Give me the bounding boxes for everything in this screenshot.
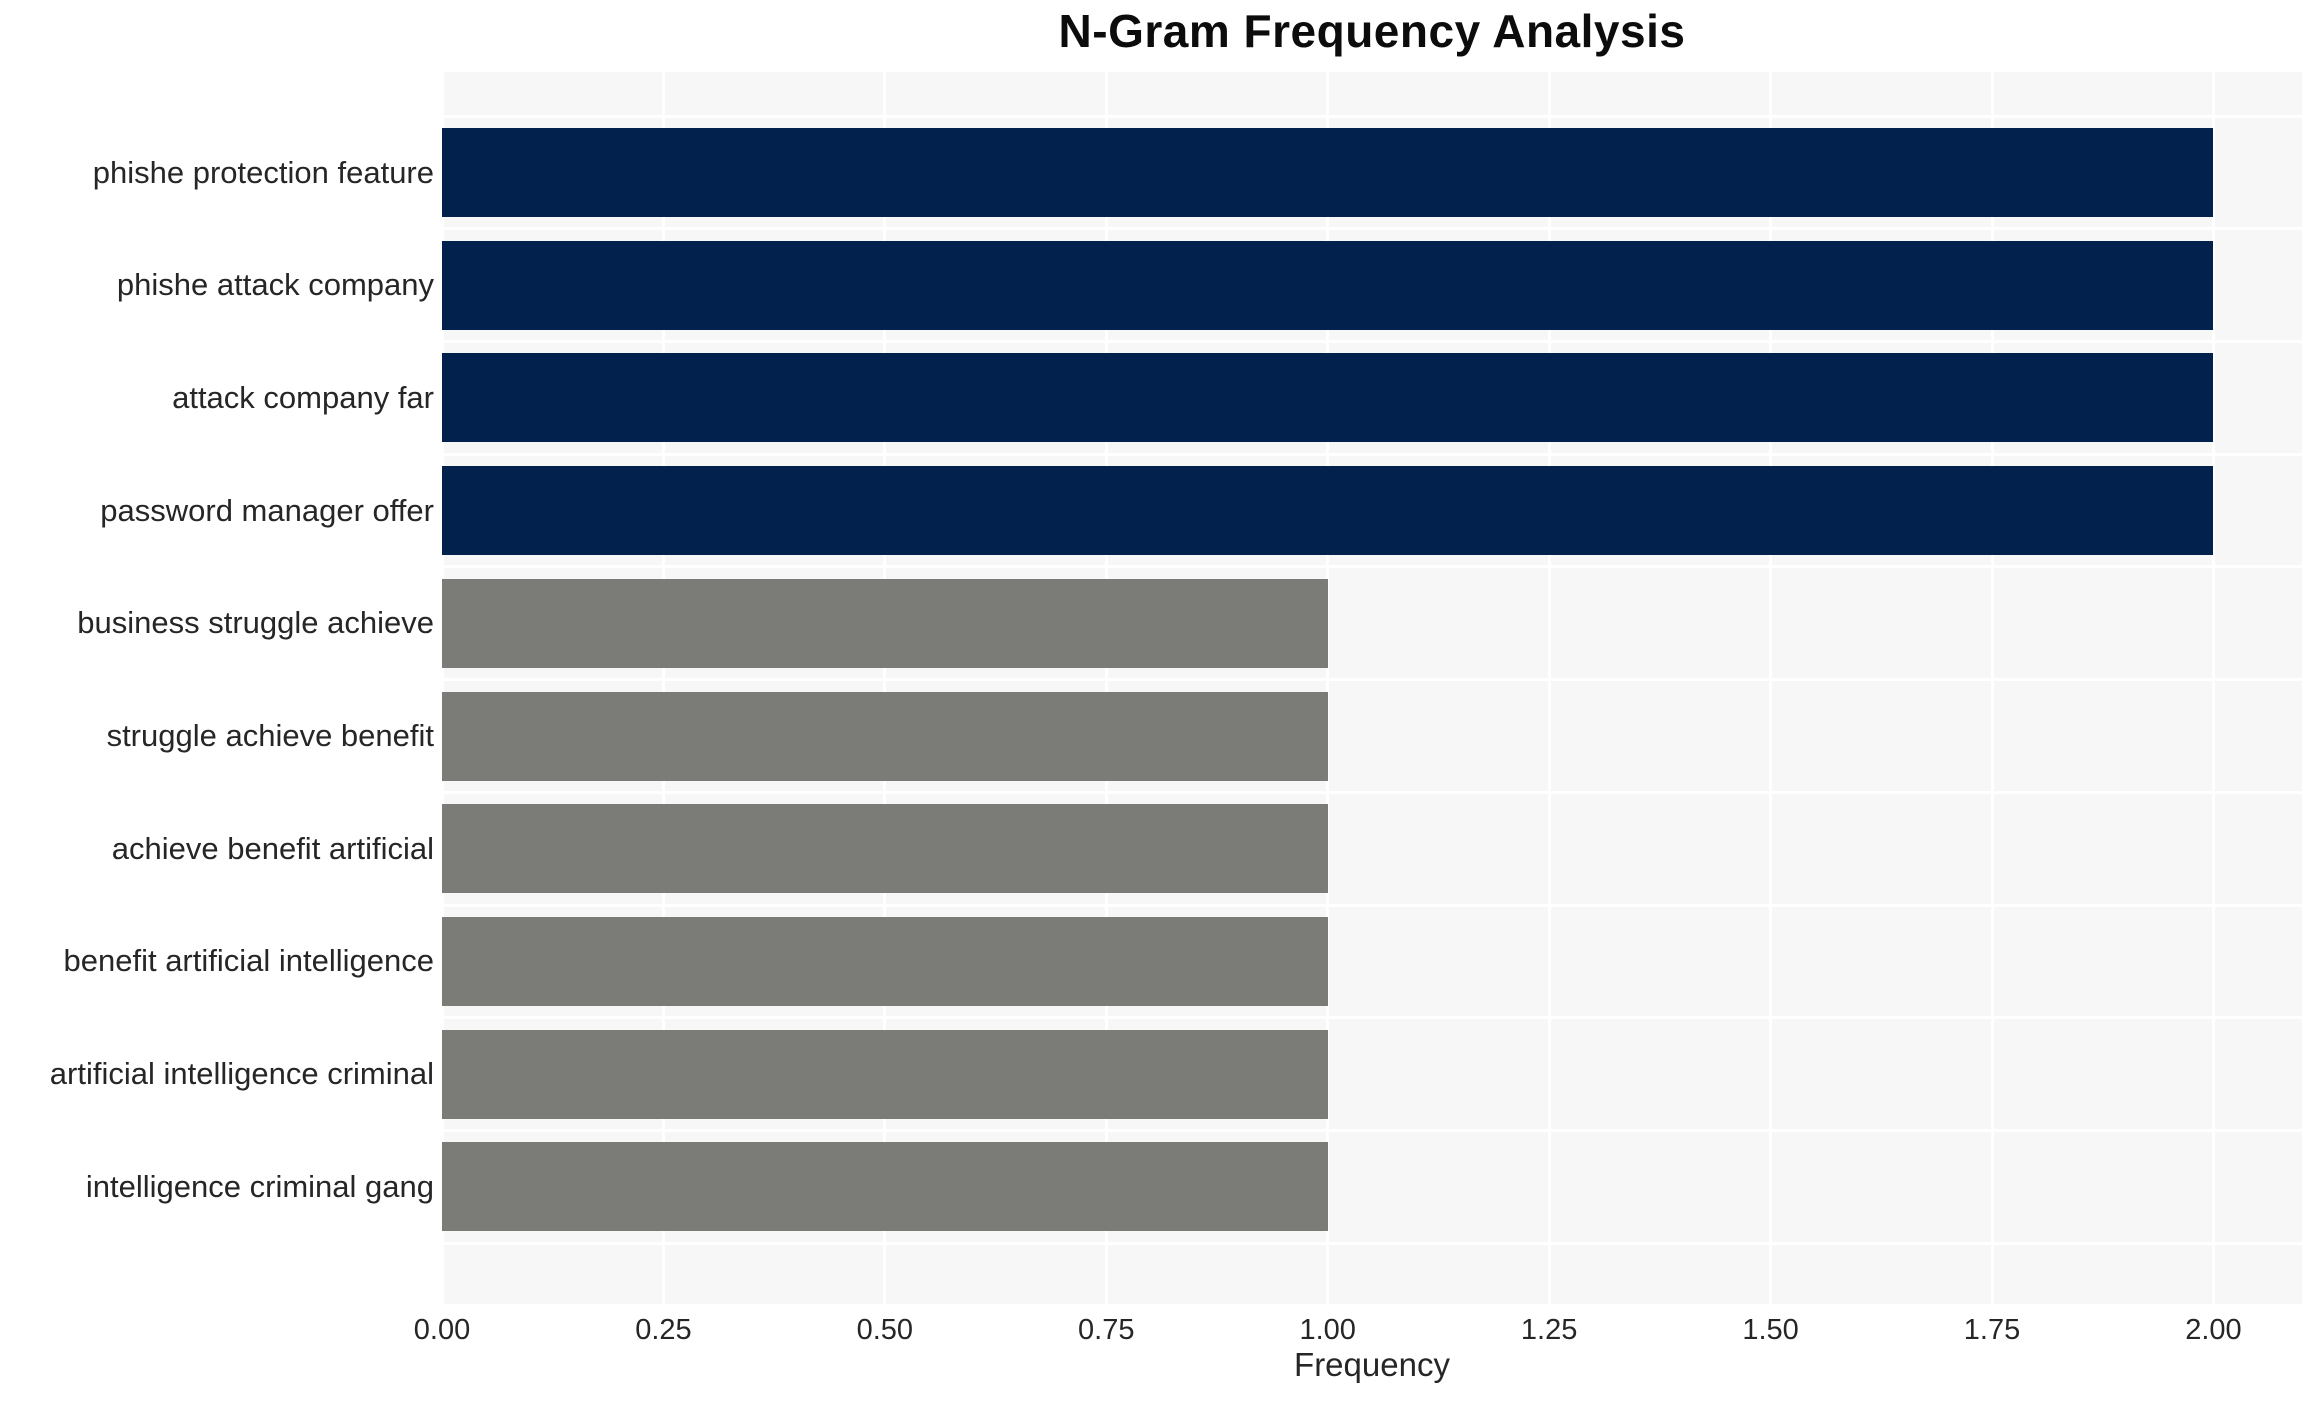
x-tick-label: 0.75 [1078, 1314, 1135, 1346]
bar-phishe-protection-feature [442, 128, 2214, 217]
x-tick-label: 1.25 [1520, 1314, 1578, 1346]
bar-phishe-attack-company [442, 240, 2214, 330]
x-gridline [1769, 72, 1773, 1304]
y-gridline [442, 1241, 2302, 1245]
chart-title: N-Gram Frequency Analysis [1058, 5, 1686, 57]
x-axis-title: Frequency [1294, 1346, 1450, 1383]
x-tick-label: 1.00 [1299, 1314, 1356, 1346]
y-axis-label: intelligence criminal gang [85, 1168, 434, 1204]
x-gridline [1990, 72, 1994, 1304]
bar-achieve-benefit-artificial [442, 804, 1328, 894]
x-gridline [1547, 72, 1551, 1304]
y-axis-label: attack company far [172, 379, 434, 415]
bar-benefit-artificial-intelligence [442, 916, 1328, 1006]
x-tick-label: 0.25 [635, 1314, 692, 1346]
x-tick-label: 1.75 [1963, 1314, 2021, 1346]
x-tick-label: 0.00 [413, 1314, 471, 1346]
x-tick-label: 0.50 [856, 1314, 914, 1346]
y-gridline [442, 114, 2302, 118]
bar-attack-company-far [442, 353, 2214, 443]
bar-business-struggle-achieve [442, 578, 1328, 668]
bar-password-manager-offer [442, 466, 2214, 556]
x-gridline [1104, 72, 1108, 1304]
x-tick-label: 2.00 [2185, 1314, 2242, 1346]
x-tick-label: 1.50 [1742, 1314, 1799, 1346]
x-gridline [440, 72, 444, 1304]
bar-struggle-achieve-benefit [442, 691, 1328, 781]
y-axis-label: achieve benefit artificial [111, 830, 434, 866]
y-axis-label: artificial intelligence criminal [49, 1056, 434, 1092]
bar-artificial-intelligence-criminal [442, 1029, 1328, 1119]
x-gridline [2211, 72, 2215, 1304]
y-gridline [442, 452, 2302, 456]
bar-intelligence-criminal-gang [442, 1142, 1328, 1232]
y-axis-label: struggle achieve benefit [106, 718, 434, 753]
y-axis-label: phishe protection feature [92, 154, 434, 190]
x-gridline [1326, 72, 1330, 1304]
y-gridline [442, 790, 2302, 794]
plot-area [440, 72, 2302, 1304]
y-gridline [442, 565, 2302, 569]
y-axis-label: password manager offer [100, 492, 434, 528]
x-gridline [883, 72, 887, 1304]
y-gridline [442, 1128, 2302, 1132]
y-gridline [442, 678, 2302, 682]
y-axis-label: benefit artificial intelligence [63, 943, 435, 979]
y-gridline [442, 227, 2302, 231]
y-axis-label: business struggle achieve [77, 605, 434, 641]
y-gridline [442, 1016, 2302, 1020]
y-axis-label: phishe attack company [116, 267, 434, 303]
y-gridline [442, 903, 2302, 907]
x-gridline [661, 72, 665, 1304]
y-gridline [442, 340, 2302, 344]
